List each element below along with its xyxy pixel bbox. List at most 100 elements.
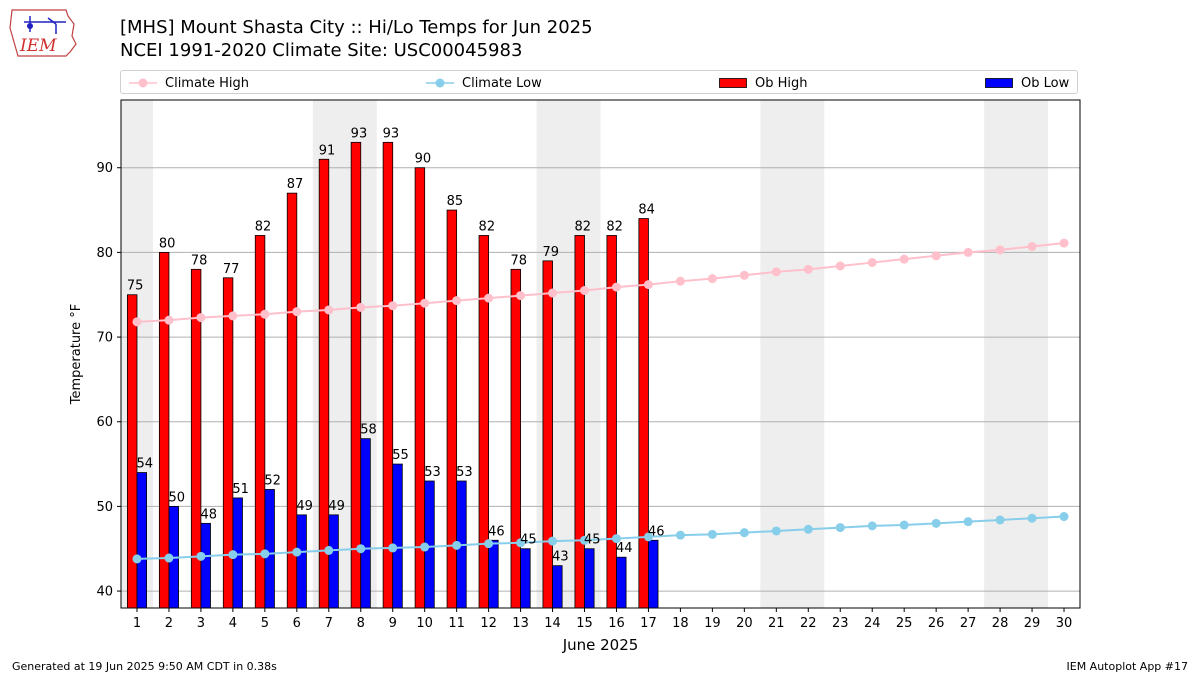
chart-title: [MHS] Mount Shasta City :: Hi/Lo Temps f… bbox=[120, 17, 593, 38]
climate-low-point bbox=[388, 543, 398, 553]
climate-low-point bbox=[484, 539, 494, 549]
ob-low-value-label: 45 bbox=[584, 533, 601, 548]
ob-high-value-label: 82 bbox=[606, 219, 623, 234]
climate-low-point bbox=[931, 518, 941, 528]
ob-high-bar bbox=[638, 218, 649, 609]
y-tick-label: 40 bbox=[96, 585, 113, 600]
ob-low-bar bbox=[552, 565, 563, 609]
ob-high-value-label: 75 bbox=[127, 279, 144, 294]
ob-high-value-label: 79 bbox=[542, 245, 559, 260]
chart-legend: Climate High Climate Low Ob High Ob Low bbox=[120, 70, 1078, 94]
legend-item-ob-low: Ob Low bbox=[985, 74, 1069, 92]
ob-low-bar bbox=[360, 438, 371, 609]
climate-low-point bbox=[707, 529, 717, 539]
weekend-band bbox=[760, 100, 825, 608]
legend-label-climate-high: Climate High bbox=[165, 75, 250, 91]
climate-high-point bbox=[516, 291, 526, 301]
legend-item-climate-high: Climate High bbox=[129, 74, 249, 92]
climate-high-point bbox=[452, 296, 462, 306]
x-tick-label: 9 bbox=[389, 616, 397, 631]
ob-low-bar bbox=[648, 539, 659, 609]
ob-high-bar bbox=[286, 192, 298, 609]
ob-low-value-label: 49 bbox=[328, 499, 345, 514]
ob-low-value-label: 43 bbox=[552, 550, 569, 565]
ob-low-value-label: 45 bbox=[520, 533, 537, 548]
ob-low-bar bbox=[616, 556, 627, 609]
y-tick-label: 50 bbox=[96, 500, 113, 515]
climate-low-point bbox=[260, 549, 270, 559]
x-tick-label: 10 bbox=[416, 616, 433, 631]
legend-label-ob-high: Ob High bbox=[755, 75, 808, 91]
ob-low-value-label: 46 bbox=[648, 524, 665, 539]
ob-high-value-label: 78 bbox=[511, 253, 528, 268]
ob-low-value-label: 53 bbox=[456, 465, 473, 480]
ob-high-bar bbox=[382, 141, 394, 609]
ob-low-value-label: 51 bbox=[232, 482, 249, 497]
legend-label-climate-low: Climate Low bbox=[462, 75, 542, 91]
ob-high-value-label: 82 bbox=[479, 219, 496, 234]
app-id: IEM Autoplot App #17 bbox=[1066, 660, 1189, 673]
y-tick-label: 90 bbox=[96, 161, 113, 176]
climate-low-point bbox=[324, 545, 334, 555]
climate-high-point bbox=[707, 274, 717, 284]
climate-high-point bbox=[739, 270, 749, 280]
iem-logo: IEM bbox=[8, 6, 80, 60]
ob-low-value-label: 48 bbox=[200, 507, 217, 522]
climate-low-point bbox=[899, 520, 909, 530]
climate-high-point bbox=[771, 267, 781, 277]
ob-high-value-label: 78 bbox=[191, 253, 208, 268]
climate-high-point bbox=[420, 298, 430, 308]
climate-low-point bbox=[803, 524, 813, 534]
x-tick-label: 29 bbox=[1024, 616, 1041, 631]
climate-low-point bbox=[516, 538, 526, 548]
ob-high-value-label: 85 bbox=[447, 194, 464, 209]
climate-high-point bbox=[995, 245, 1005, 255]
ob-high-value-label: 80 bbox=[159, 236, 176, 251]
ob-low-value-label: 54 bbox=[137, 457, 154, 472]
climate-high-line bbox=[136, 242, 1065, 323]
y-tick-label: 70 bbox=[96, 331, 113, 346]
ob-high-value-label: 82 bbox=[255, 219, 272, 234]
x-axis-label: June 2025 bbox=[562, 636, 639, 654]
ob-high-bar bbox=[478, 235, 490, 609]
ob-low-value-label: 49 bbox=[296, 499, 313, 514]
climate-low-point bbox=[292, 547, 302, 557]
ob-low-bar bbox=[264, 489, 275, 609]
ob-low-bar bbox=[136, 472, 147, 609]
climate-low-point bbox=[580, 535, 590, 545]
ob-low-bar bbox=[584, 548, 595, 609]
x-tick-label: 7 bbox=[325, 616, 333, 631]
climate-low-point bbox=[771, 526, 781, 536]
ob-low-bar bbox=[520, 548, 531, 609]
x-tick-label: 8 bbox=[357, 616, 365, 631]
ob-high-bar bbox=[350, 141, 362, 609]
x-tick-label: 25 bbox=[896, 616, 913, 631]
ob-low-swatch bbox=[985, 78, 1013, 88]
ob-high-value-label: 84 bbox=[638, 203, 655, 218]
legend-item-climate-low: Climate Low bbox=[426, 74, 542, 92]
x-tick-label: 30 bbox=[1056, 616, 1073, 631]
ob-high-value-label: 82 bbox=[574, 219, 591, 234]
x-tick-label: 17 bbox=[640, 616, 657, 631]
climate-low-point bbox=[356, 544, 366, 554]
x-tick-label: 21 bbox=[768, 616, 785, 631]
climate-low-point bbox=[643, 532, 653, 542]
ob-low-value-label: 55 bbox=[392, 448, 409, 463]
y-tick-label: 80 bbox=[96, 246, 113, 261]
ob-low-bar bbox=[488, 539, 499, 609]
climate-low-point bbox=[452, 540, 462, 550]
climate-low-point bbox=[420, 542, 430, 552]
x-tick-label: 24 bbox=[864, 616, 881, 631]
climate-low-point bbox=[1027, 513, 1037, 523]
x-tick-label: 13 bbox=[512, 616, 529, 631]
climate-high-point bbox=[899, 254, 909, 264]
x-tick-label: 15 bbox=[576, 616, 593, 631]
climate-low-point bbox=[963, 517, 973, 527]
ob-high-value-label: 87 bbox=[287, 177, 304, 192]
x-tick-label: 3 bbox=[197, 616, 205, 631]
ob-low-value-label: 58 bbox=[360, 423, 377, 438]
ob-high-value-label: 93 bbox=[351, 126, 368, 141]
gridlines bbox=[121, 167, 1080, 592]
ob-low-bar bbox=[392, 463, 403, 609]
